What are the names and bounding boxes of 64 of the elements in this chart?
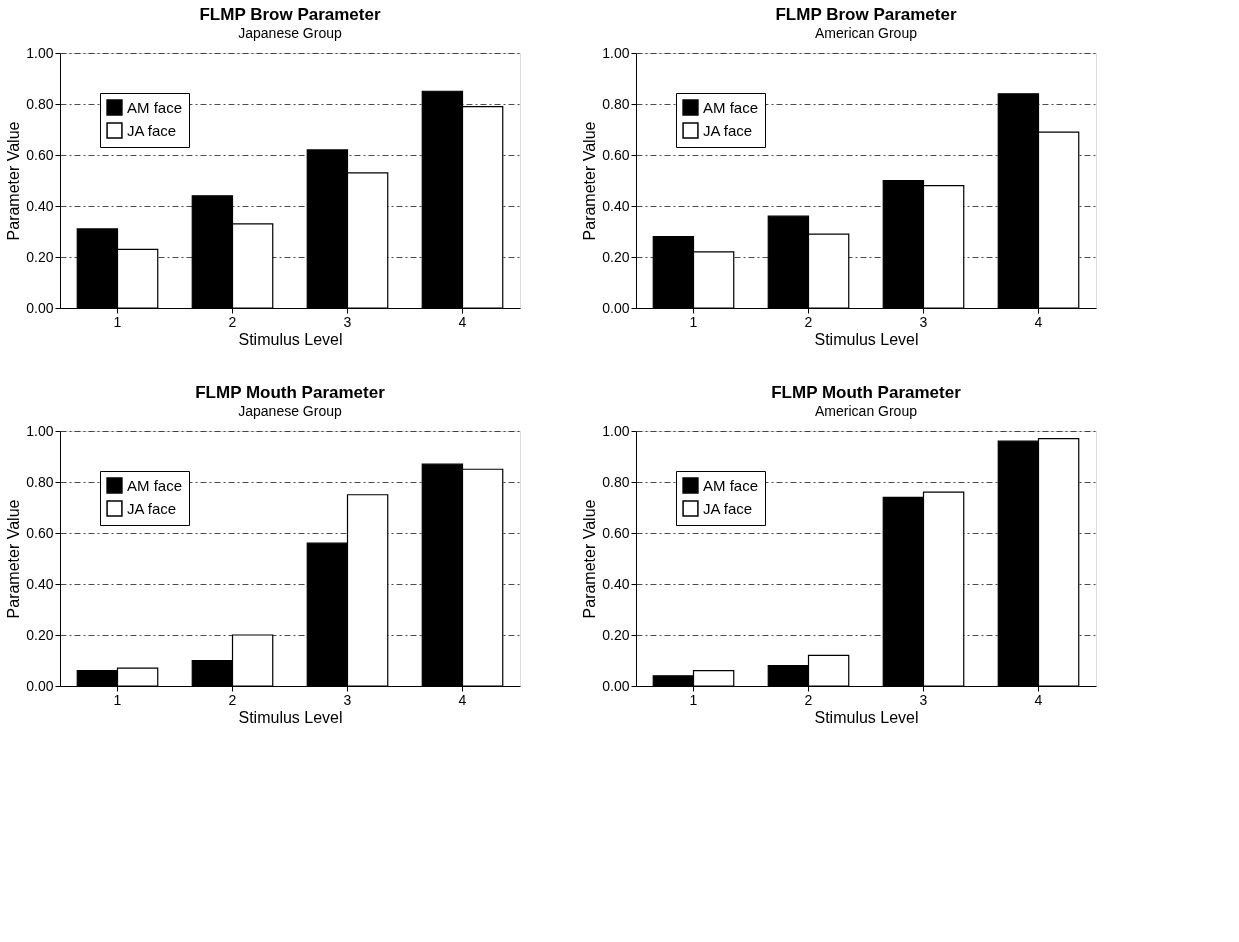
- y-tick-label: 0.00: [26, 677, 54, 694]
- y-axis-title: Parameter Value: [581, 121, 599, 241]
- y-tick-label: 1.00: [602, 422, 630, 439]
- y-tick-label: 0.80: [26, 95, 54, 112]
- x-tick-label: 1: [689, 313, 698, 330]
- x-tick-label: 1: [113, 313, 122, 330]
- y-tick-label: 1.00: [26, 44, 54, 61]
- y-tick-label: 0.40: [602, 197, 630, 214]
- chart-title: FLMP Brow Parameter: [775, 5, 957, 24]
- chart-title: FLMP Mouth Parameter: [195, 383, 386, 402]
- y-tick-label: 0.20: [26, 626, 54, 643]
- legend-label: JA face: [703, 121, 753, 139]
- y-tick-label: 1.00: [26, 422, 54, 439]
- chart-subtitle: Japanese Group: [238, 403, 342, 419]
- x-tick-label: 4: [1034, 313, 1043, 330]
- chart-title: FLMP Brow Parameter: [199, 5, 381, 24]
- legend-label: JA face: [703, 499, 753, 517]
- y-tick-label: 0.60: [602, 146, 630, 163]
- legend-label: AM face: [703, 98, 759, 116]
- legend-label: AM face: [127, 476, 183, 494]
- x-tick-label: 1: [689, 691, 698, 708]
- y-tick-label: 0.60: [26, 524, 54, 541]
- y-tick-label: 0.80: [26, 473, 54, 490]
- y-tick-label: 1.00: [602, 44, 630, 61]
- y-tick-label: 0.20: [602, 626, 630, 643]
- chart-subtitle: Japanese Group: [238, 25, 342, 41]
- x-tick-label: 2: [804, 313, 813, 330]
- y-tick-label: 0.00: [26, 299, 54, 316]
- y-axis-title: Parameter Value: [5, 121, 23, 241]
- x-tick-label: 2: [804, 691, 813, 708]
- x-axis-title: Stimulus Level: [238, 330, 343, 348]
- y-tick-label: 0.00: [602, 677, 630, 694]
- x-tick-label: 3: [343, 313, 352, 330]
- x-axis-title: Stimulus Level: [814, 330, 919, 348]
- x-tick-label: 4: [458, 691, 467, 708]
- y-tick-label: 0.40: [26, 197, 54, 214]
- y-tick-label: 0.20: [602, 248, 630, 265]
- y-tick-label: 0.40: [26, 575, 54, 592]
- y-axis-title: Parameter Value: [5, 499, 23, 619]
- y-tick-label: 0.00: [602, 299, 630, 316]
- x-tick-label: 2: [228, 313, 237, 330]
- legend-label: AM face: [127, 98, 183, 116]
- y-tick-label: 0.60: [602, 524, 630, 541]
- y-tick-label: 0.80: [602, 473, 630, 490]
- x-tick-label: 2: [228, 691, 237, 708]
- chart-title: FLMP Mouth Parameter: [771, 383, 962, 402]
- legend-label: JA face: [127, 121, 177, 139]
- chart-subtitle: American Group: [815, 25, 918, 41]
- legend-label: JA face: [127, 499, 177, 517]
- y-tick-label: 0.40: [602, 575, 630, 592]
- x-tick-label: 3: [919, 691, 928, 708]
- y-tick-label: 0.60: [26, 146, 54, 163]
- legend-label: AM face: [703, 476, 759, 494]
- x-tick-label: 3: [919, 313, 928, 330]
- y-tick-label: 0.20: [26, 248, 54, 265]
- y-axis-title: Parameter Value: [581, 499, 599, 619]
- x-tick-label: 3: [343, 691, 352, 708]
- x-tick-label: 4: [458, 313, 467, 330]
- chart-subtitle: American Group: [815, 403, 918, 419]
- x-tick-label: 4: [1034, 691, 1043, 708]
- y-tick-label: 0.80: [602, 95, 630, 112]
- x-axis-title: Stimulus Level: [814, 708, 919, 726]
- x-tick-label: 1: [113, 691, 122, 708]
- x-axis-title: Stimulus Level: [238, 708, 343, 726]
